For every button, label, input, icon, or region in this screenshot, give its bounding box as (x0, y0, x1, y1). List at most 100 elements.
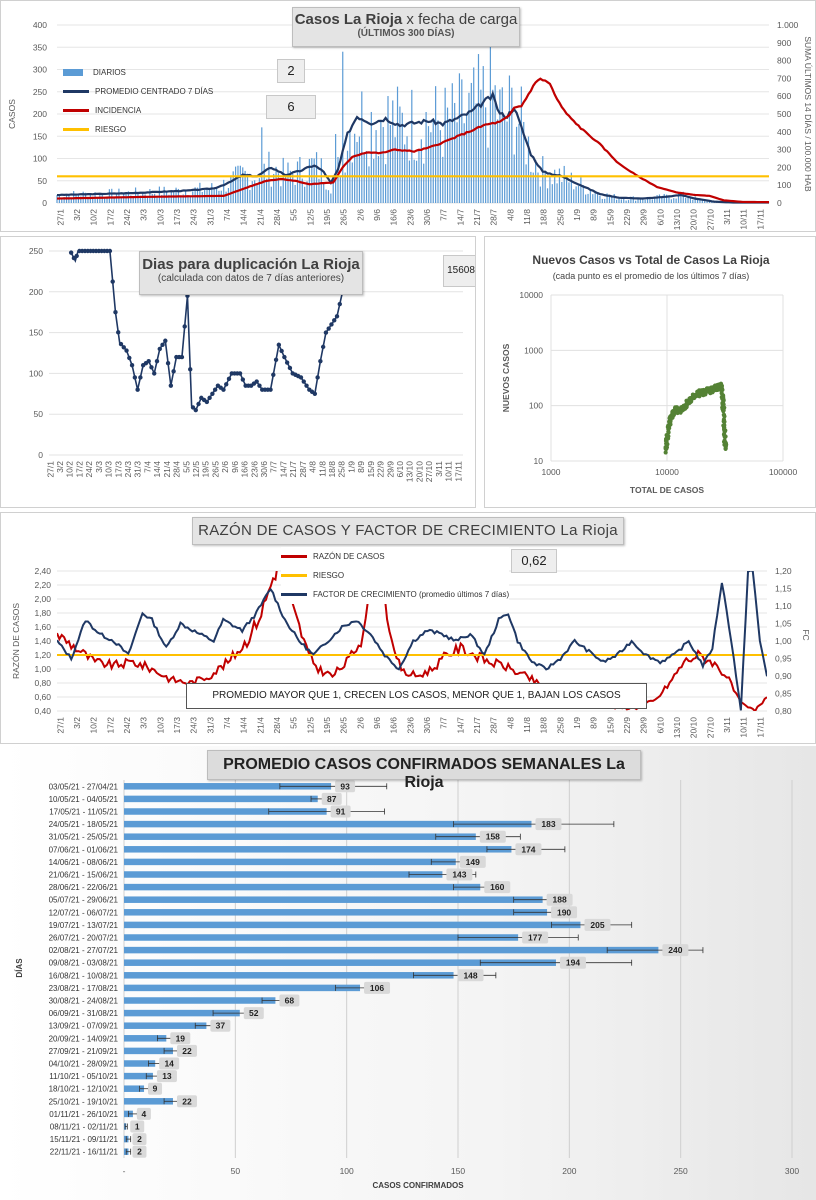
duplication-point (152, 371, 157, 376)
diarios-bar (661, 197, 663, 203)
diarios-bar (130, 195, 132, 203)
legend-fc-swatch (281, 593, 307, 596)
diarios-bar (134, 187, 137, 203)
weekly-category-label: 03/05/21 - 27/04/21 (49, 782, 119, 791)
weekly-value-label: 177 (528, 933, 542, 943)
weekly-category-label: 07/06/21 - 01/06/21 (49, 845, 119, 854)
weekly-value-bg (176, 1044, 197, 1057)
diarios-bar (677, 193, 680, 203)
ratio-xtick: 28/4 (272, 717, 282, 734)
diarios-bar (396, 86, 399, 203)
duplication-subtitle: (calculada con datos de 7 días anteriore… (157, 273, 345, 284)
duplication-point (326, 326, 331, 331)
duplication-point (279, 348, 284, 354)
diarios-bar (115, 194, 118, 203)
weekly-category-label: 09/08/21 - 03/08/21 (49, 959, 119, 968)
cases-legend: DIARIOS PROMEDIO CENTRADO 7 DÍAS INCIDEN… (63, 63, 213, 139)
diarios-bar (432, 118, 434, 203)
ratio-xtick: 25/8 (555, 717, 565, 734)
cases-y2tick: 200 (777, 162, 791, 172)
duplication-point (107, 248, 113, 254)
cases-xtick: 7/4 (222, 209, 232, 221)
ratio-xtick: 29/9 (639, 717, 649, 734)
cases-xtick: 5/5 (289, 209, 299, 221)
weekly-category-label: 27/09/21 - 21/09/21 (49, 1047, 119, 1056)
duplication-point (254, 379, 259, 384)
cases-xtick: 17/2 (105, 209, 115, 226)
diarios-bar (361, 91, 363, 203)
cases-y2tick: 100 (777, 180, 791, 190)
legend-razon: RAZÓN DE CASOS (281, 547, 509, 566)
diarios-bar (708, 201, 711, 203)
diarios-bar (234, 166, 237, 203)
weekly-xlabel: CASOS CONFIRMADOS (372, 1181, 464, 1190)
diarios-bar (151, 193, 153, 203)
legend-promedio: PROMEDIO CENTRADO 7 DÍAS (63, 82, 213, 101)
cases-y2tick: 500 (777, 109, 791, 119)
weekly-value-label: 148 (463, 970, 477, 980)
diarios-bar (180, 195, 182, 203)
diarios-bar (351, 162, 353, 203)
diarios-bar (199, 182, 201, 203)
diarios-bar (580, 177, 582, 203)
scatter-xlabel: TOTAL DE CASOS (630, 485, 704, 495)
diarios-bar (449, 121, 451, 203)
weekly-bar (124, 1035, 167, 1042)
diarios-bar (325, 189, 327, 203)
diarios-bar (420, 139, 422, 203)
diarios-bar (670, 199, 672, 203)
diarios-bar (342, 51, 344, 204)
diarios-bar (373, 158, 375, 203)
duplication-chart-panel: 0 50 100 150 200 250 27/1 3/2 10/2 17/2 24/2 3/3 10/… (0, 236, 476, 508)
incidencia-line (56, 77, 770, 204)
diarios-bar (701, 198, 703, 203)
diarios-bar (189, 196, 191, 203)
diarios-bar (415, 160, 418, 203)
weekly-category-label: 26/07/21 - 20/07/21 (49, 934, 119, 943)
duplication-point (224, 382, 229, 387)
duplication-point (149, 365, 154, 370)
ratio-y2tick: 1,00 (775, 636, 792, 646)
duplication-point (240, 377, 246, 382)
weekly-bar (124, 984, 361, 992)
weekly-category-label: 06/09/21 - 31/08/21 (49, 1009, 119, 1018)
diarios-bar (692, 199, 694, 203)
legend-incidencia-label: INCIDENCIA (95, 106, 142, 115)
weekly-value-bg (551, 906, 578, 919)
diarios-bar (385, 164, 387, 203)
diarios-bar (675, 198, 677, 203)
diarios-bar (589, 189, 592, 203)
dup-xtick: 30/6 (259, 461, 269, 478)
diarios-bar (244, 170, 246, 203)
diarios-bar (465, 114, 468, 203)
weekly-bar (124, 1009, 240, 1017)
diarios-bar (623, 198, 625, 203)
diarios-bar (277, 173, 280, 203)
weekly-bar (124, 921, 581, 929)
dup-xtick: 27/1 (45, 461, 55, 478)
dup-xtick: 1/9 (346, 461, 356, 473)
diarios-bar (635, 200, 637, 203)
cases-chart-panel: 0 50 100 150 200 250 300 350 400 0 100 200 300 400 500… (0, 0, 816, 232)
weekly-value-bg (522, 931, 549, 944)
diarios-bar (613, 194, 615, 203)
weekly-value-bg (132, 1133, 147, 1146)
weekly-value-label: 143 (452, 870, 466, 880)
ratio-y2tick: 0,95 (775, 654, 792, 664)
weekly-bar (124, 909, 548, 916)
promedio-line (56, 90, 770, 204)
diarios-bar (292, 173, 294, 203)
diarios-bar (554, 169, 556, 203)
diarios-bar (356, 141, 358, 203)
weekly-category-label: 04/10/21 - 28/09/21 (49, 1060, 119, 1069)
diarios-bar (561, 182, 563, 203)
duplication-point (118, 341, 124, 347)
ratio-y2tick: 1,20 (775, 566, 792, 576)
duplication-title: Dias para duplicación La Rioja (calculad… (139, 251, 363, 295)
scatter-xtick: 10000 (655, 467, 679, 477)
weekly-value-bg (330, 805, 351, 818)
diarios-bar (332, 177, 334, 203)
diarios-bar (427, 126, 430, 203)
scatter-ytick: 10 (534, 456, 544, 466)
weekly-bar (124, 783, 332, 790)
